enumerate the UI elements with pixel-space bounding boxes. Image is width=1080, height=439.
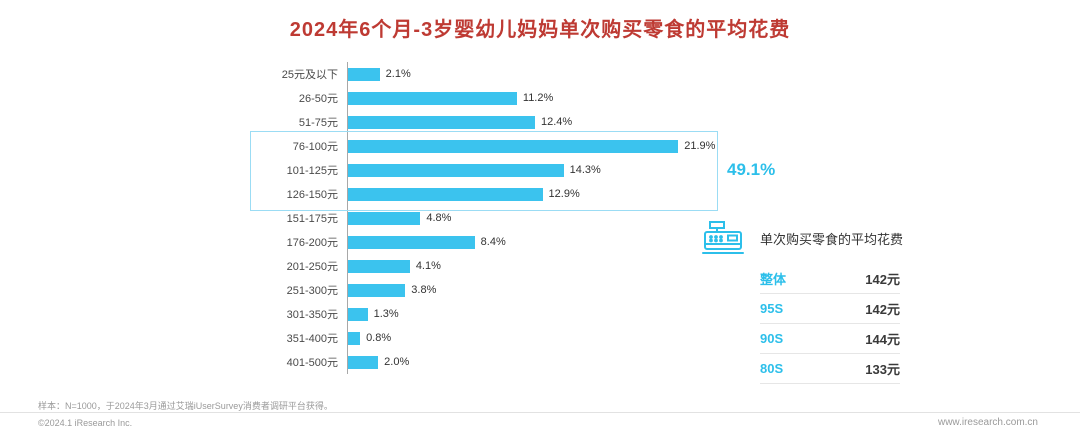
bar-category-label: 301-350元 — [286, 309, 338, 321]
bar-track: 0.8% — [347, 326, 725, 350]
bar — [348, 235, 475, 249]
bar-row: 76-100元 21.9% — [245, 134, 725, 158]
side-panel-header: 单次购买零食的平均花费 — [702, 220, 912, 256]
bar — [348, 283, 406, 297]
bar-value-label: 4.8% — [426, 212, 452, 224]
bar — [348, 67, 380, 81]
bar-row: 251-300元 3.8% — [245, 278, 725, 302]
footer-divider — [0, 412, 1080, 413]
highlight-sum-label: 49.1% — [727, 160, 776, 179]
bar-value-label: 8.4% — [480, 236, 506, 248]
bar-category-label: 151-175元 — [286, 213, 338, 225]
bar-track: 2.1% — [347, 62, 725, 86]
bar-category-label: 51-75元 — [298, 117, 338, 129]
bar-value-label: 3.8% — [411, 284, 437, 296]
table-row-label: 整体 — [760, 272, 787, 287]
table-row: 80S 133元 — [760, 354, 900, 384]
sample-note: 样本：N=1000，于2024年3月通过艾瑞iUserSurvey消费者调研平台… — [38, 401, 333, 411]
cash-register-icon — [702, 220, 744, 256]
bar-category-label: 126-150元 — [286, 189, 338, 201]
bar-category-label: 76-100元 — [292, 141, 338, 153]
avg-table: 整体 142元 95S 142元 90S 144元 80S 133元 — [760, 264, 900, 384]
bar-row: 151-175元 4.8% — [245, 206, 725, 230]
table-row-label: 95S — [760, 301, 784, 316]
table-row: 95S 142元 — [760, 294, 900, 324]
bar-track: 3.8% — [347, 278, 725, 302]
bar-track: 4.1% — [347, 254, 725, 278]
bar — [348, 91, 517, 105]
bar — [348, 211, 421, 225]
table-row-value: 142元 — [865, 302, 900, 317]
bar-track: 12.9% — [347, 182, 725, 206]
bar — [348, 163, 564, 177]
bar-value-label: 12.9% — [548, 188, 580, 200]
bar-rows: 25元及以下 2.1% 26-50元 11.2% 51-75元 — [245, 62, 725, 378]
bar-row: 126-150元 12.9% — [245, 182, 725, 206]
bar-row: 301-350元 1.3% — [245, 302, 725, 326]
bar-row: 101-125元 14.3% — [245, 158, 725, 182]
bar-row: 26-50元 11.2% — [245, 86, 725, 110]
bar-category-label: 351-400元 — [286, 333, 338, 345]
bar-category-label: 101-125元 — [286, 165, 338, 177]
bar — [348, 259, 410, 273]
bar — [348, 307, 368, 321]
table-row-value: 133元 — [865, 362, 900, 377]
website-url: www.iresearch.com.cn — [937, 417, 1038, 428]
bar-row: 401-500元 2.0% — [245, 350, 725, 374]
bar-category-label: 401-500元 — [286, 357, 338, 369]
bar-value-label: 4.1% — [415, 260, 441, 272]
bar-track: 12.4% — [347, 110, 725, 134]
bar — [348, 139, 679, 153]
bar-row: 25元及以下 2.1% — [245, 62, 725, 86]
table-row: 整体 142元 — [760, 264, 900, 294]
table-row-value: 144元 — [865, 332, 900, 347]
table-row-label: 80S — [760, 361, 784, 376]
table-row-value: 142元 — [865, 272, 900, 287]
bar-value-label: 2.1% — [385, 68, 411, 80]
copyright: ©2024.1 iResearch Inc. — [38, 418, 133, 428]
bar-value-label: 21.9% — [684, 140, 716, 152]
bar-row: 176-200元 8.4% — [245, 230, 725, 254]
bar — [348, 187, 543, 201]
bar — [348, 115, 535, 129]
bar-category-label: 25元及以下 — [281, 69, 338, 81]
bar-category-label: 26-50元 — [298, 93, 338, 105]
table-row-label: 90S — [760, 331, 784, 346]
bar-row: 351-400元 0.8% — [245, 326, 725, 350]
bar-category-label: 251-300元 — [286, 285, 338, 297]
bar-track: 14.3% — [347, 158, 725, 182]
bar-value-label: 2.0% — [384, 356, 410, 368]
page-title: 2024年6个月-3岁婴幼儿妈妈单次购买零食的平均花费 — [289, 19, 791, 41]
table-row: 90S 144元 — [760, 324, 900, 354]
bar-category-label: 201-250元 — [286, 261, 338, 273]
side-panel: 单次购买零食的平均花费 整体 142元 95S 142元 90S 144元 — [702, 220, 912, 384]
bar-value-label: 0.8% — [366, 332, 392, 344]
bar — [348, 331, 361, 345]
bar — [348, 355, 379, 369]
bar-track: 4.8% — [347, 206, 725, 230]
bar-row: 201-250元 4.1% — [245, 254, 725, 278]
bar-row: 51-75元 12.4% — [245, 110, 725, 134]
bar-track: 1.3% — [347, 302, 725, 326]
bar-track: 8.4% — [347, 230, 725, 254]
bar-track: 21.9% — [347, 134, 725, 158]
side-panel-heading: 单次购买零食的平均花费 — [760, 231, 904, 247]
bar-category-label: 176-200元 — [286, 237, 338, 249]
bar-value-label: 14.3% — [569, 164, 601, 176]
bar-chart: 25元及以下 2.1% 26-50元 11.2% 51-75元 — [245, 62, 775, 378]
bar-value-label: 11.2% — [522, 92, 554, 104]
bar-track: 2.0% — [347, 350, 725, 374]
bar-value-label: 12.4% — [540, 116, 573, 128]
bar-track: 11.2% — [347, 86, 725, 110]
bar-value-label: 1.3% — [373, 308, 399, 320]
